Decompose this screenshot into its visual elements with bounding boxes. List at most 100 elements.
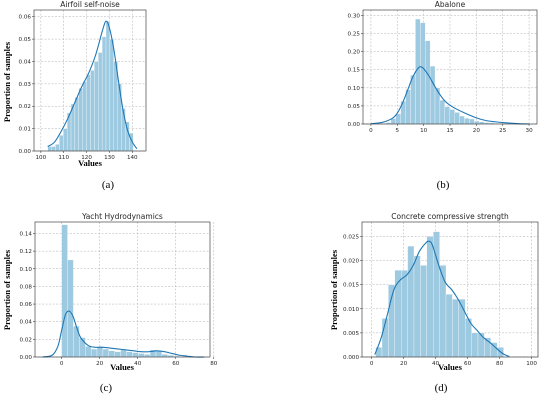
histogram-bar xyxy=(90,348,98,358)
x-tick-label: 20 xyxy=(96,361,104,367)
histogram-bar xyxy=(458,298,466,358)
histogram-bar xyxy=(420,265,427,358)
histogram-bar xyxy=(132,352,139,358)
chart-title: Abalone xyxy=(435,0,466,9)
y-tick-label: 0.010 xyxy=(343,307,359,313)
histogram-bar xyxy=(55,144,60,152)
histogram-bar xyxy=(74,97,79,152)
histogram-bar xyxy=(90,70,95,152)
plot-frame xyxy=(34,221,211,358)
histogram-bar xyxy=(108,350,115,358)
histogram-bar xyxy=(82,81,87,152)
histogram-bar xyxy=(96,346,104,358)
x-tick-label: 10 xyxy=(420,128,428,134)
x-axis-label: Values xyxy=(110,362,134,372)
x-tick-label: 15 xyxy=(446,128,454,134)
histogram-bar xyxy=(144,354,151,358)
plot-frame xyxy=(33,9,147,152)
y-tick-label: 0.05 xyxy=(348,104,361,110)
histogram-bar xyxy=(94,61,99,152)
chart-title: Airfoil self-noise xyxy=(60,0,120,9)
y-tick-label: 0.12 xyxy=(20,249,32,255)
histogram-bar xyxy=(101,36,107,152)
histogram-bar xyxy=(401,270,408,358)
panel-caption: (a) xyxy=(102,179,115,191)
histogram-bar xyxy=(109,38,114,152)
y-tick-label: 0.000 xyxy=(343,355,359,361)
y-tick-label: 0.04 xyxy=(19,59,32,65)
x-axis-label: Values xyxy=(78,158,102,168)
histogram-bar xyxy=(413,255,421,358)
kde-line xyxy=(374,240,510,358)
histogram-bar xyxy=(395,113,401,125)
x-axis-label: Values xyxy=(438,362,462,372)
x-tick-label: 130 xyxy=(104,155,115,161)
y-tick-label: 0.00 xyxy=(19,149,32,155)
y-tick-label: 0.02 xyxy=(20,337,32,343)
histogram-bar xyxy=(464,118,470,125)
histogram-bar xyxy=(155,350,163,358)
chart-panel-4: 0 20 40 60 80 100 0.000 0.005 0.010 0.015 0.020 0.0… xyxy=(329,212,539,394)
y-tick-label: 0.15 xyxy=(348,68,361,74)
y-tick-label: 0.025 xyxy=(343,234,359,240)
y-tick-label: 0.05 xyxy=(19,37,32,43)
y-tick-label: 0.020 xyxy=(343,259,359,265)
histogram-bar xyxy=(429,65,436,125)
histogram-bar xyxy=(61,224,68,358)
histogram-bar xyxy=(85,346,92,358)
y-tick-label: 0.06 xyxy=(20,302,33,308)
x-tick-label: 0 xyxy=(370,361,374,367)
y-tick-label: 0.005 xyxy=(343,331,359,337)
histogram-bar xyxy=(86,74,91,152)
histogram-bar xyxy=(425,40,431,125)
histogram-bar xyxy=(444,106,450,125)
histogram-bar xyxy=(105,21,111,152)
chart-panel-3: 0 20 40 60 80 0.00 0.02 0.04 0.06 0.08 0.10 0.12 0.1… xyxy=(2,212,218,394)
histogram-bar xyxy=(138,353,145,358)
histogram-bar xyxy=(445,294,453,358)
histogram-bar xyxy=(439,99,445,125)
y-tick-label: 0.10 xyxy=(20,267,33,273)
y-tick-label: 0.08 xyxy=(20,284,33,290)
y-tick-label: 0.25 xyxy=(348,32,361,38)
plot-area xyxy=(35,222,210,357)
y-tick-label: 0.02 xyxy=(19,104,31,110)
x-tick-label: 0 xyxy=(60,361,64,367)
y-axis-label: Proportion of samples xyxy=(2,249,12,330)
histogram-bar xyxy=(67,259,74,358)
x-tick-label: 140 xyxy=(127,155,138,161)
histogram-bar xyxy=(47,146,52,152)
kde-line xyxy=(42,310,205,358)
histogram-bar xyxy=(407,245,415,358)
histogram-bar xyxy=(452,298,459,358)
plot-frame xyxy=(361,221,539,358)
histogram-bar xyxy=(469,118,475,125)
histogram-bar xyxy=(59,135,64,152)
x-tick-label: 0 xyxy=(369,128,373,134)
histogram-bar xyxy=(126,351,133,358)
histogram-bar xyxy=(459,115,465,125)
histogram-bar xyxy=(479,121,485,125)
chart-panel-1: 100 110 120 130 140 0.00 0.01 0.02 0.03 0.04 0.05 0… xyxy=(2,0,147,191)
y-tick-label: 0.06 xyxy=(19,15,32,21)
x-tick-label: 5 xyxy=(395,128,399,134)
histogram-bar xyxy=(454,112,460,125)
histogram-bar xyxy=(439,265,447,358)
x-tick-label: 100 xyxy=(526,361,537,367)
histogram-bar xyxy=(471,332,479,358)
histogram-bar xyxy=(410,74,416,125)
histogram-bar xyxy=(426,236,434,358)
histogram-bar xyxy=(161,354,168,358)
x-tick-label: 40 xyxy=(432,361,440,367)
panel-caption: (d) xyxy=(435,382,448,394)
histogram-bar xyxy=(98,52,103,152)
histogram-bar xyxy=(474,120,480,125)
histogram-bar xyxy=(73,325,80,358)
histogram-bar xyxy=(51,146,56,152)
histogram-bar xyxy=(114,351,121,358)
histogram-bar xyxy=(63,128,68,152)
chart-title: Concrete compressive strength xyxy=(391,212,509,221)
x-tick-label: 80 xyxy=(210,361,218,367)
histogram-bar xyxy=(78,88,83,152)
